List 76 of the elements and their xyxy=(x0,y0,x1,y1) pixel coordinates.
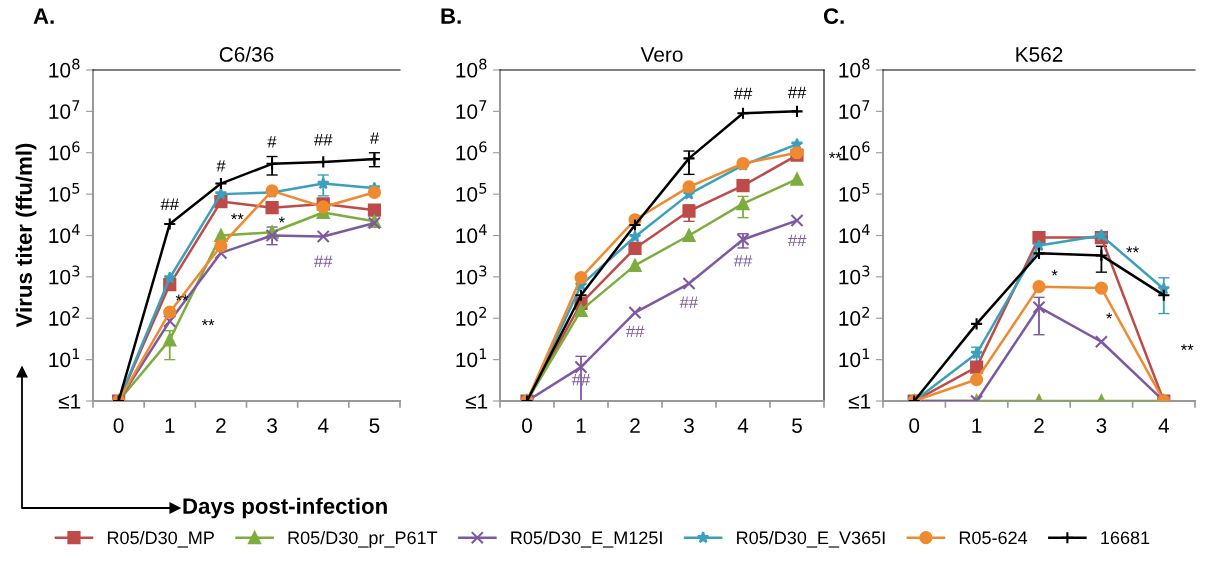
annotation: ** xyxy=(1126,246,1139,253)
annotation: ## xyxy=(679,296,699,308)
y-tick-label: 10$^{1}$ xyxy=(456,348,487,368)
chart-title: C6/36 xyxy=(219,46,274,62)
y-tick-label: 10$^{7}$ xyxy=(456,100,487,119)
annotation: ## xyxy=(625,325,645,338)
annotation: ** xyxy=(201,319,215,326)
text: B. xyxy=(441,8,461,24)
x-tick-label: 1 xyxy=(165,418,175,433)
annotation: ## xyxy=(314,134,333,146)
x-tick-label: 5 xyxy=(792,418,802,433)
y-tick-label: 10$^{3}$ xyxy=(456,265,487,285)
annotation: # xyxy=(369,132,380,144)
annotation: ## xyxy=(160,198,179,211)
annotation: # xyxy=(216,160,226,172)
y-tick-label: 10$^{6}$ xyxy=(456,141,487,161)
annotation: ## xyxy=(787,86,807,99)
y-tick-label: 10$^{1}$ xyxy=(839,348,870,368)
annotation: ## xyxy=(733,255,753,267)
text: A. xyxy=(33,8,54,24)
legend-label: R05/D30_E_M125I xyxy=(511,530,662,548)
x-tick-label: 4 xyxy=(1158,418,1169,433)
x-tick-label: 3 xyxy=(267,418,277,433)
y-tick-label: 10$^{2}$ xyxy=(839,306,870,326)
y-tick-label: ≤1 xyxy=(58,394,81,409)
annotation: * xyxy=(278,216,285,223)
y-tick-label: 10$^{5}$ xyxy=(49,182,80,202)
x-tick-label: 3 xyxy=(684,418,694,433)
y-tick-label: 10$^{4}$ xyxy=(839,224,870,244)
legend-label: R05/D30_E_V365I xyxy=(737,530,885,548)
x-tick-label: 1 xyxy=(576,418,586,433)
y-tick-label: 10$^{7}$ xyxy=(49,100,80,119)
x-tick-label: 2 xyxy=(1034,418,1044,433)
x-tick-label: 5 xyxy=(369,418,380,433)
annotation: ## xyxy=(314,255,333,267)
chart-title: Vero xyxy=(640,47,683,62)
y-tick-label: ≤1 xyxy=(465,394,488,409)
y-tick-label: 10$^{8}$ xyxy=(839,58,870,78)
text: C. xyxy=(823,8,844,24)
legend-label: R05/D30_MP xyxy=(107,530,214,548)
x-tick-label: 2 xyxy=(216,418,226,433)
x-tick-label: 4 xyxy=(317,418,329,433)
chart-title: K562 xyxy=(1016,47,1063,62)
x-tick-label: 4 xyxy=(737,418,749,433)
y-tick-label: 10$^{1}$ xyxy=(49,348,80,368)
annotation: # xyxy=(267,136,277,148)
x-tick-label: 0 xyxy=(909,418,920,433)
y-tick-label: 10$^{2}$ xyxy=(49,306,80,326)
y-axis-title: Virus titer (ffu/ml) xyxy=(15,143,37,328)
x-tick-label: 1 xyxy=(972,418,982,433)
annotation: ## xyxy=(787,234,807,247)
legend-label: R05-624 xyxy=(959,531,1028,545)
y-tick-label: 10$^{8}$ xyxy=(456,58,487,78)
x-tick-label: 3 xyxy=(1096,418,1107,433)
legend-label: 16681 xyxy=(1101,531,1150,545)
y-tick-label: 10$^{8}$ xyxy=(49,58,80,78)
x-tick-label: 0 xyxy=(522,418,532,433)
y-tick-label: 10$^{5}$ xyxy=(456,182,487,202)
y-tick-label: 10$^{7}$ xyxy=(839,100,870,119)
y-tick-label: ≤1 xyxy=(848,394,871,409)
y-tick-label: 10$^{3}$ xyxy=(839,265,870,285)
y-tick-label: 10$^{5}$ xyxy=(839,182,870,202)
y-tick-label: 10$^{4}$ xyxy=(456,224,487,244)
legend-label: R05/D30_pr_P61T xyxy=(288,530,438,548)
y-tick-label: 10$^{4}$ xyxy=(49,224,80,244)
y-tick-label: 10$^{3}$ xyxy=(49,265,80,285)
annotation: ** xyxy=(1180,344,1194,351)
x-tick-label: 2 xyxy=(630,418,640,433)
annotation: ** xyxy=(231,213,244,220)
annotation: ## xyxy=(733,87,753,100)
annotation: * xyxy=(1106,312,1113,319)
annotation: * xyxy=(1051,269,1058,276)
y-tick-label: 10$^{2}$ xyxy=(456,306,487,326)
y-tick-label: 10$^{6}$ xyxy=(49,141,80,161)
x-axis-title: Days post-infection xyxy=(183,497,387,519)
x-tick-label: 0 xyxy=(113,418,124,433)
